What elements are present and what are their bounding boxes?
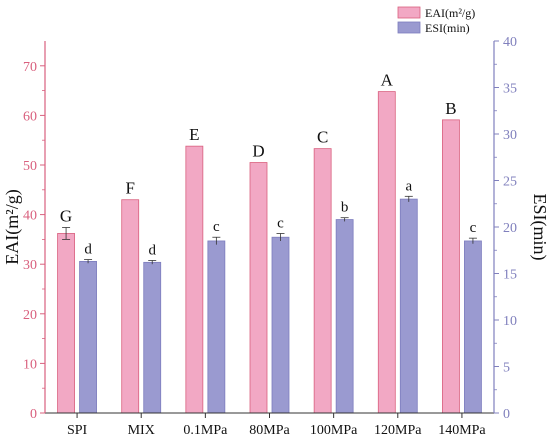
eai-significance-label: F: [125, 179, 134, 198]
esi-bar: [79, 261, 97, 414]
esi-significance-label: a: [405, 178, 412, 194]
right-tick-label: 30: [503, 128, 517, 143]
right-tick-label: 25: [503, 175, 517, 190]
legend-swatch: [397, 6, 421, 19]
right-tick-label: 10: [503, 314, 517, 329]
esi-significance-label: b: [341, 200, 349, 216]
right-tick-label: 15: [503, 268, 517, 283]
x-tick-label: 100MPa: [310, 423, 358, 438]
right-tick-label: 5: [503, 361, 510, 376]
eai-bar: [121, 199, 140, 414]
right-tick-label: 0: [503, 407, 510, 422]
right-axis: 0 5 10 15 20 25 30 35 40 ESI(min): [493, 35, 550, 422]
legend-label: EAI(m²/g): [425, 6, 475, 20]
x-tick-label: 0.1MPa: [183, 423, 228, 438]
eai-bar: [249, 162, 268, 414]
eai-significance-label: A: [381, 71, 394, 90]
eai-bar: [313, 148, 332, 414]
left-tick-label: 50: [23, 159, 37, 174]
left-tick-label: 20: [23, 308, 37, 323]
esi-bar: [399, 198, 418, 414]
esi-significance-label: c: [277, 216, 284, 232]
esi-significance-label: d: [148, 242, 156, 258]
x-tick-label: MIX: [128, 423, 155, 438]
x-tick-label: 80MPa: [249, 423, 290, 438]
eai-bar: [377, 91, 396, 414]
eai-significance-label: C: [317, 128, 328, 147]
eai-significance-label: D: [252, 142, 264, 161]
legend-swatch: [397, 21, 421, 34]
esi-bar: [207, 240, 226, 414]
esi-bar: [271, 236, 290, 414]
eai-bar: [442, 119, 460, 414]
plot-area: Gd Fd Ec Dc Cb Aa Bc: [57, 71, 482, 414]
left-tick-label: 0: [30, 407, 37, 422]
legend-label: ESI(min): [425, 21, 470, 35]
right-tick-label: 20: [503, 221, 517, 236]
eai-significance-label: G: [60, 206, 72, 225]
left-tick-label: 30: [23, 258, 37, 273]
esi-bar: [335, 219, 354, 414]
eai-significance-label: E: [189, 125, 199, 144]
left-tick-label: 10: [23, 357, 37, 372]
eai-significance-label: B: [445, 99, 456, 118]
esi-significance-label: c: [213, 219, 220, 235]
left-tick-label: 40: [23, 209, 37, 224]
eai-bar: [185, 145, 204, 414]
left-tick-label: 60: [23, 109, 37, 124]
x-tick-label: SPI: [67, 423, 88, 438]
legend: EAI(m²/g)ESI(min): [397, 6, 475, 35]
eai-bar: [57, 233, 75, 414]
esi-bar: [464, 240, 482, 414]
right-tick-label: 35: [503, 82, 517, 97]
right-axis-title: ESI(min): [529, 194, 550, 261]
x-axis: SPI MIX 0.1MPa 80MPa 100MPa 120MPa 140MPa: [45, 412, 494, 438]
left-axis-title: EAI(m²/g): [2, 189, 23, 264]
esi-significance-label: c: [470, 220, 477, 236]
esi-bar: [143, 261, 162, 414]
left-axis: 0 10 20 30 40 50 60 70 EAI(m²/g): [2, 41, 46, 422]
x-tick-label: 140MPa: [438, 423, 486, 438]
x-tick-label: 120MPa: [374, 423, 422, 438]
esi-significance-label: d: [84, 242, 92, 258]
left-tick-label: 70: [23, 60, 37, 75]
right-tick-label: 40: [503, 35, 517, 50]
